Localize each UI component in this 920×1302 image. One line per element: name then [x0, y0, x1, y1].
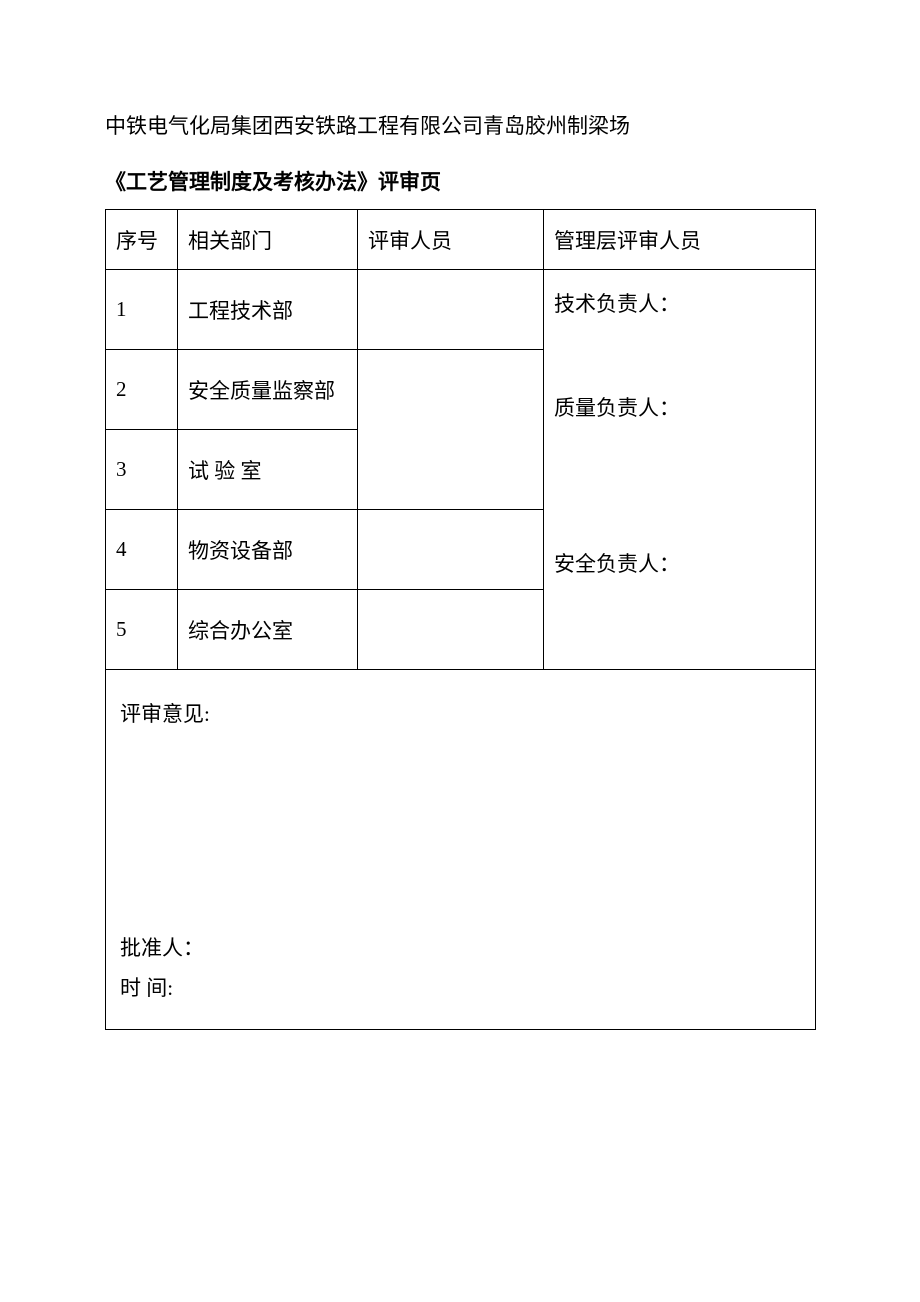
- col-header-seq: 序号: [106, 210, 178, 270]
- mgmt-tech-cell: 技术负责人：: [544, 270, 816, 350]
- cell-seq: 5: [106, 590, 178, 670]
- col-header-dept: 相关部门: [178, 210, 358, 270]
- cell-rev: [358, 510, 544, 590]
- cell-rev: [358, 350, 544, 430]
- cell-dept: 综合办公室: [178, 590, 358, 670]
- document-title: 《工艺管理制度及考核办法》评审页: [105, 166, 815, 200]
- cell-rev: [358, 270, 544, 350]
- cell-dept: 试 验 室: [178, 430, 358, 510]
- document-page: 中铁电气化局集团西安铁路工程有限公司青岛胶州制梁场 《工艺管理制度及考核办法》评…: [0, 0, 920, 1030]
- footer-spacer: [120, 728, 801, 929]
- table-footer-row: 评审意见: 批准人： 时 间:: [106, 670, 816, 1030]
- table-row: 1 工程技术部 技术负责人：: [106, 270, 816, 350]
- approver-label: 批准人：: [120, 929, 801, 969]
- table-header-row: 序号 相关部门 评审人员 管理层评审人员: [106, 210, 816, 270]
- review-table: 序号 相关部门 评审人员 管理层评审人员 1 工程技术部 技术负责人： 2 安全…: [105, 209, 816, 1030]
- cell-dept: 安全质量监察部: [178, 350, 358, 430]
- mgmt-safety-cell: 安全负责人：: [544, 510, 816, 670]
- organization-line: 中铁电气化局集团西安铁路工程有限公司青岛胶州制梁场: [105, 110, 815, 144]
- col-header-mgmt: 管理层评审人员: [544, 210, 816, 270]
- cell-seq: 2: [106, 350, 178, 430]
- footer-cell: 评审意见: 批准人： 时 间:: [106, 670, 816, 1030]
- cell-dept: 物资设备部: [178, 510, 358, 590]
- col-header-rev: 评审人员: [358, 210, 544, 270]
- cell-dept: 工程技术部: [178, 270, 358, 350]
- mgmt-safety-label: 安全负责人：: [554, 552, 680, 576]
- footer-block: 评审意见: 批准人： 时 间:: [120, 698, 801, 1009]
- cell-seq: 4: [106, 510, 178, 590]
- cell-seq: 1: [106, 270, 178, 350]
- cell-rev: [358, 590, 544, 670]
- time-label: 时 间:: [120, 969, 801, 1009]
- table-row: 4 物资设备部 安全负责人：: [106, 510, 816, 590]
- mgmt-quality-label: 质量负责人：: [554, 396, 680, 420]
- cell-rev: [358, 430, 544, 510]
- cell-seq: 3: [106, 430, 178, 510]
- opinion-label: 评审意见:: [120, 698, 801, 728]
- mgmt-quality-cell: 质量负责人：: [544, 350, 816, 510]
- mgmt-tech-label: 技术负责人：: [554, 292, 680, 316]
- table-row: 2 安全质量监察部 质量负责人：: [106, 350, 816, 430]
